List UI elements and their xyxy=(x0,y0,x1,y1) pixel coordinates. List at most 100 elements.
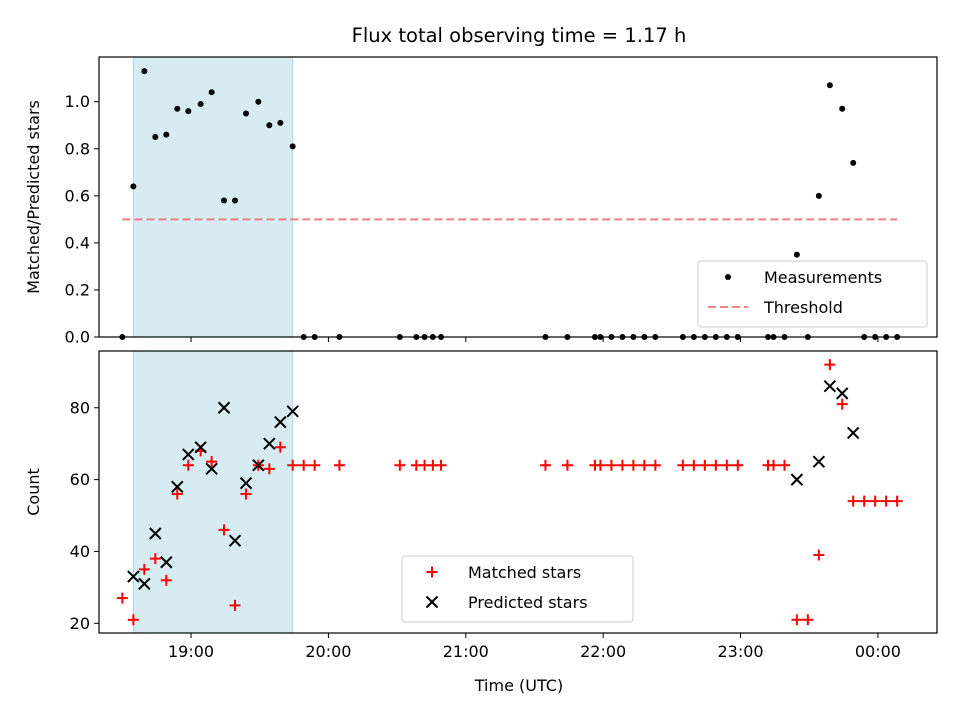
legend-label: Threshold xyxy=(763,298,843,317)
matched-star-point xyxy=(791,614,803,626)
matched-star-point xyxy=(160,574,172,586)
y-tick-label: 40 xyxy=(70,542,90,561)
y-axis-label: Count xyxy=(24,468,43,516)
measurement-point xyxy=(839,105,846,112)
y-axis-label: Matched/Predicted stars xyxy=(24,100,43,294)
matched-star-point xyxy=(721,459,733,471)
y-tick-label: 20 xyxy=(70,614,90,633)
legend-box xyxy=(697,260,928,328)
matched-star-point xyxy=(394,459,406,471)
y-tick-label: 0.2 xyxy=(65,280,90,299)
matched-star-point xyxy=(182,459,194,471)
matched-star-point xyxy=(274,441,286,453)
measurement-point xyxy=(163,131,170,138)
matched-star-point xyxy=(616,459,628,471)
matched-star-point xyxy=(732,459,744,471)
matched-star-point xyxy=(309,459,321,471)
matched-star-point xyxy=(710,459,722,471)
measurement-point xyxy=(185,108,192,115)
legend-box xyxy=(401,555,634,623)
measurement-point xyxy=(208,89,215,96)
matched-star-point xyxy=(240,488,252,500)
observing-span-shade xyxy=(133,351,293,633)
chart-title: Flux total observing time = 1.17 h xyxy=(352,24,687,47)
series-predicted-stars xyxy=(127,379,860,590)
predicted-star-point xyxy=(127,570,140,583)
panel-ratio: 0.0 0.2 0.4 0.6 0.8 1.0 Matched/Predicted star… xyxy=(24,56,938,347)
measurement-point xyxy=(130,183,137,190)
y-tick-label: 60 xyxy=(70,470,90,489)
x-tick-label: 22:00 xyxy=(580,642,626,661)
measurement-point xyxy=(232,197,239,204)
matched-star-point xyxy=(869,495,881,507)
matched-star-point xyxy=(768,459,780,471)
matched-star-point xyxy=(435,459,447,471)
predicted-star-point xyxy=(274,415,287,429)
matched-star-point xyxy=(263,463,275,475)
matched-star-point xyxy=(836,398,848,410)
matched-star-point xyxy=(539,459,551,471)
predicted-star-point xyxy=(217,401,231,414)
matched-star-point xyxy=(287,459,299,471)
matched-star-point xyxy=(649,459,661,471)
matched-star-point xyxy=(149,553,161,565)
legend-marker xyxy=(725,274,731,280)
measurement-point xyxy=(793,251,800,258)
matched-star-point xyxy=(171,488,183,500)
axes-frame-ratio xyxy=(98,56,938,338)
predicted-star-point xyxy=(263,437,276,450)
measurement-point xyxy=(221,197,228,204)
measurement-point xyxy=(255,98,262,105)
matched-star-point xyxy=(813,549,825,561)
measurement-point xyxy=(152,134,159,140)
predicted-star-point xyxy=(138,577,151,590)
predicted-star-point xyxy=(812,455,826,468)
predicted-star-point xyxy=(194,441,207,454)
predicted-star-point xyxy=(846,426,860,440)
measurement-point xyxy=(174,105,181,112)
matched-star-point xyxy=(627,459,639,471)
panel-count: 20 40 60 80 19:00 20:00 21:00 22:00 23:00 00:00 Co… xyxy=(24,350,938,661)
matched-star-point xyxy=(298,459,310,471)
matched-star-point xyxy=(561,459,573,471)
matched-star-point xyxy=(802,614,814,626)
predicted-star-point xyxy=(239,476,253,490)
matched-star-point xyxy=(847,495,859,507)
predicted-star-point xyxy=(286,405,299,418)
predicted-star-point xyxy=(182,448,195,461)
predicted-star-point xyxy=(171,480,184,493)
predicted-star-point xyxy=(836,387,849,400)
measurement-point xyxy=(815,192,822,199)
legend-marker xyxy=(425,595,439,609)
x-tick-label: 19:00 xyxy=(168,642,214,661)
matched-star-point xyxy=(699,459,711,471)
matched-star-point xyxy=(880,495,892,507)
legend-label: Matched stars xyxy=(468,563,581,582)
observing-span-shade xyxy=(133,57,293,337)
matched-star-point xyxy=(605,459,617,471)
matched-star-point xyxy=(891,495,903,507)
predicted-star-point xyxy=(790,473,804,486)
matched-star-point xyxy=(333,459,345,471)
measurement-point xyxy=(197,101,204,108)
matched-star-point xyxy=(218,524,230,536)
y-tick-label: 0.8 xyxy=(65,139,90,158)
predicted-star-point xyxy=(823,379,837,393)
matched-star-point xyxy=(116,592,128,604)
x-tick-label: 20:00 xyxy=(305,642,351,661)
matched-star-point xyxy=(677,459,689,471)
y-tick-label: 0.6 xyxy=(65,186,90,205)
measurement-point xyxy=(141,68,148,75)
matched-star-point xyxy=(638,459,650,471)
matched-star-point xyxy=(858,495,870,507)
matched-star-point xyxy=(594,459,606,471)
plot-layer: 0.0 0.2 0.4 0.6 0.8 1.0 Matched/Predicted star… xyxy=(24,56,938,661)
predicted-star-point xyxy=(160,556,173,569)
legend-ratio: Measurements Threshold xyxy=(697,260,928,328)
x-tick-label: 21:00 xyxy=(443,642,489,661)
axes-frame-count xyxy=(98,350,938,634)
legend-marker xyxy=(426,566,438,578)
measurement-point xyxy=(277,119,284,126)
y-tick-label: 1.0 xyxy=(65,92,90,111)
